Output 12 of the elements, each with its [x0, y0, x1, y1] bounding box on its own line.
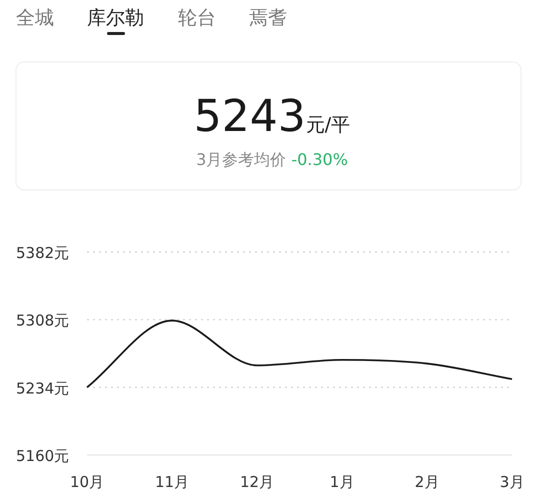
y-tick-label: 5234元 [16, 379, 70, 398]
title: 5243元/平 [194, 91, 350, 142]
x-tick-label: 2月 [414, 473, 440, 491]
x-tick-label: 11月 [154, 473, 190, 491]
x-tick-label: 1月 [330, 473, 354, 491]
y-tick-label: 5382元 [16, 244, 70, 262]
x-tick-label: 3月 [500, 473, 524, 491]
x-tick-label: 10月 [70, 473, 104, 491]
y-tick-label: 5308元 [16, 312, 70, 330]
y-tick-label: 5160元 [16, 447, 70, 465]
x-tick-label: 12月 [240, 473, 274, 491]
subtitle: 3月参考均价 -0.30% [196, 150, 348, 169]
